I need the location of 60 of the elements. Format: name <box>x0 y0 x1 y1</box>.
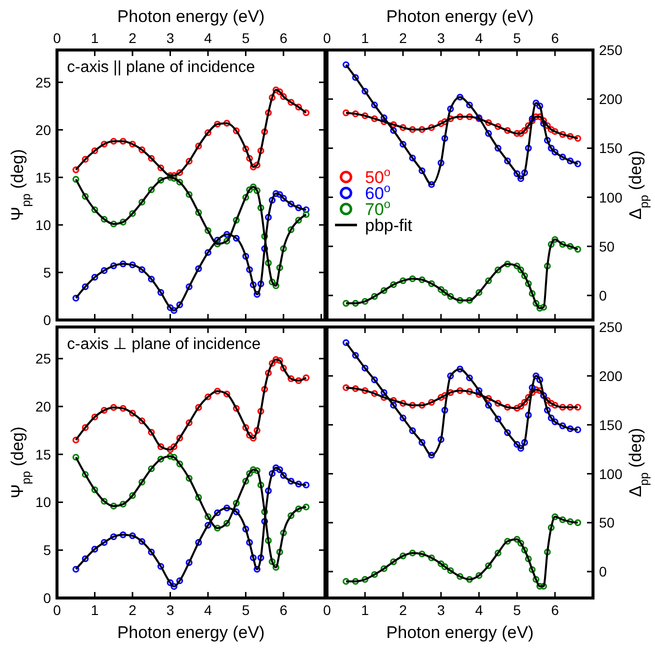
y-tick-label: 10 <box>35 494 52 510</box>
x-tick-label: 0 <box>323 602 332 618</box>
x2-tick-label: 6 <box>280 30 288 46</box>
x2-tick-label: 4 <box>475 30 484 46</box>
y2-tick-label: 0 <box>599 287 607 304</box>
x-tick-label: 2 <box>128 602 137 618</box>
x-tick-label: 4 <box>475 602 484 618</box>
y2-tick-label: 250 <box>599 319 623 335</box>
y-tick-label: 0 <box>43 312 52 328</box>
y-tick-label: 0 <box>43 590 52 606</box>
x2-tick-label: 5 <box>242 30 250 46</box>
x2-tick-label: 1 <box>90 30 99 46</box>
x2-tick-label: 2 <box>128 30 137 46</box>
legend-label: 50$^{o}$ <box>365 165 391 187</box>
y-tick-label: 5 <box>43 264 52 280</box>
x-tick-label: 3 <box>166 602 174 618</box>
x2-tick-label: 0 <box>53 30 62 46</box>
y2-tick-label: 100 <box>599 466 623 482</box>
x-tick-label: 5 <box>242 602 250 618</box>
y2-tick-label: 200 <box>599 368 623 384</box>
y2-tick-label: 150 <box>599 140 623 156</box>
y-tick-label: 15 <box>35 446 52 462</box>
x2-tick-label: 2 <box>399 30 408 46</box>
y-tick-label: 20 <box>35 122 52 138</box>
y2-tick-label: 50 <box>599 514 615 531</box>
x-tick-label: 2 <box>399 602 408 618</box>
x2-axis-title: Photon energy (eV) <box>117 7 265 26</box>
y2-tick-label: 100 <box>599 189 623 206</box>
x-tick-label: 1 <box>90 602 99 618</box>
x-axis-title: Photon energy (eV) <box>117 623 265 642</box>
x-tick-label: 4 <box>204 602 212 618</box>
y-tick-label: 20 <box>35 398 52 414</box>
x2-tick-label: 0 <box>323 30 332 46</box>
y2-tick-label: 200 <box>599 91 623 108</box>
y-tick-label: 25 <box>35 74 52 90</box>
x2-tick-label: 3 <box>166 30 174 46</box>
x2-tick-label: 5 <box>513 30 522 46</box>
annotation: c-axis ⊥ plane of incidence <box>67 336 261 353</box>
x2-tick-label: 1 <box>361 30 370 46</box>
x-tick-label: 1 <box>361 602 370 618</box>
y2-tick-label: 250 <box>599 42 623 58</box>
y2-tick-label: 150 <box>599 416 623 433</box>
y-tick-label: 25 <box>35 350 52 367</box>
x-tick-label: 0 <box>53 602 62 618</box>
y-tick-label: 10 <box>35 216 52 233</box>
x2-tick-label: 6 <box>551 30 560 46</box>
y-tick-label: 5 <box>43 542 52 558</box>
x-tick-label: 6 <box>280 602 288 618</box>
x2-tick-label: 4 <box>204 30 212 46</box>
annotation: c-axis || plane of incidence <box>67 59 256 76</box>
y2-tick-label: 0 <box>599 564 607 580</box>
x-tick-label: 5 <box>513 602 522 618</box>
x-axis-title: Photon energy (eV) <box>386 623 534 642</box>
y-tick-label: 15 <box>35 169 52 186</box>
legend-label: pbp-fit <box>365 216 413 235</box>
x2-tick-label: 3 <box>437 30 446 46</box>
x-tick-label: 3 <box>437 602 446 618</box>
y2-tick-label: 50 <box>599 238 615 254</box>
x2-axis-title: Photon energy (eV) <box>386 7 534 26</box>
x-tick-label: 6 <box>551 602 560 618</box>
